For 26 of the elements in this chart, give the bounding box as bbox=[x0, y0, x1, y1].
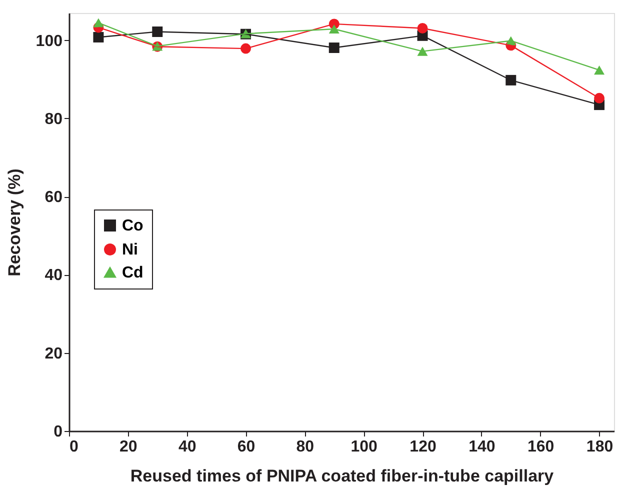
legend-label: Cd bbox=[122, 264, 144, 282]
x-tick-label: 60 bbox=[237, 438, 256, 456]
y-tick-label: 0 bbox=[54, 424, 63, 440]
x-tick-label: 180 bbox=[586, 438, 614, 456]
y-tick-label: 80 bbox=[44, 110, 63, 128]
point bbox=[594, 65, 605, 75]
x-tick-label: 40 bbox=[178, 438, 196, 456]
legend-label: Ni bbox=[122, 241, 138, 258]
x-tick-label: 20 bbox=[120, 438, 138, 456]
x-tick-label: 0 bbox=[70, 438, 78, 456]
y-tick-label: 20 bbox=[44, 345, 63, 362]
x-tick-label: 160 bbox=[528, 438, 554, 456]
x-axis-title: Reused times of PNIPA coated fiber-in-tube capillary bbox=[130, 466, 554, 486]
y-tick-label: 60 bbox=[44, 189, 63, 206]
y-tick-label: 40 bbox=[44, 267, 63, 284]
point bbox=[594, 92, 605, 104]
x-tick-label: 120 bbox=[410, 438, 436, 456]
x-tick-label: 100 bbox=[350, 438, 378, 456]
y-axis-title: Recovery (%) bbox=[4, 168, 24, 276]
x-tick-label: 140 bbox=[468, 438, 496, 456]
point bbox=[93, 18, 104, 28]
legend-label: Co bbox=[122, 217, 144, 234]
y-tick-label: 100 bbox=[36, 32, 63, 50]
x-tick-label: 80 bbox=[296, 438, 314, 456]
point bbox=[93, 32, 104, 42]
point bbox=[417, 46, 428, 56]
